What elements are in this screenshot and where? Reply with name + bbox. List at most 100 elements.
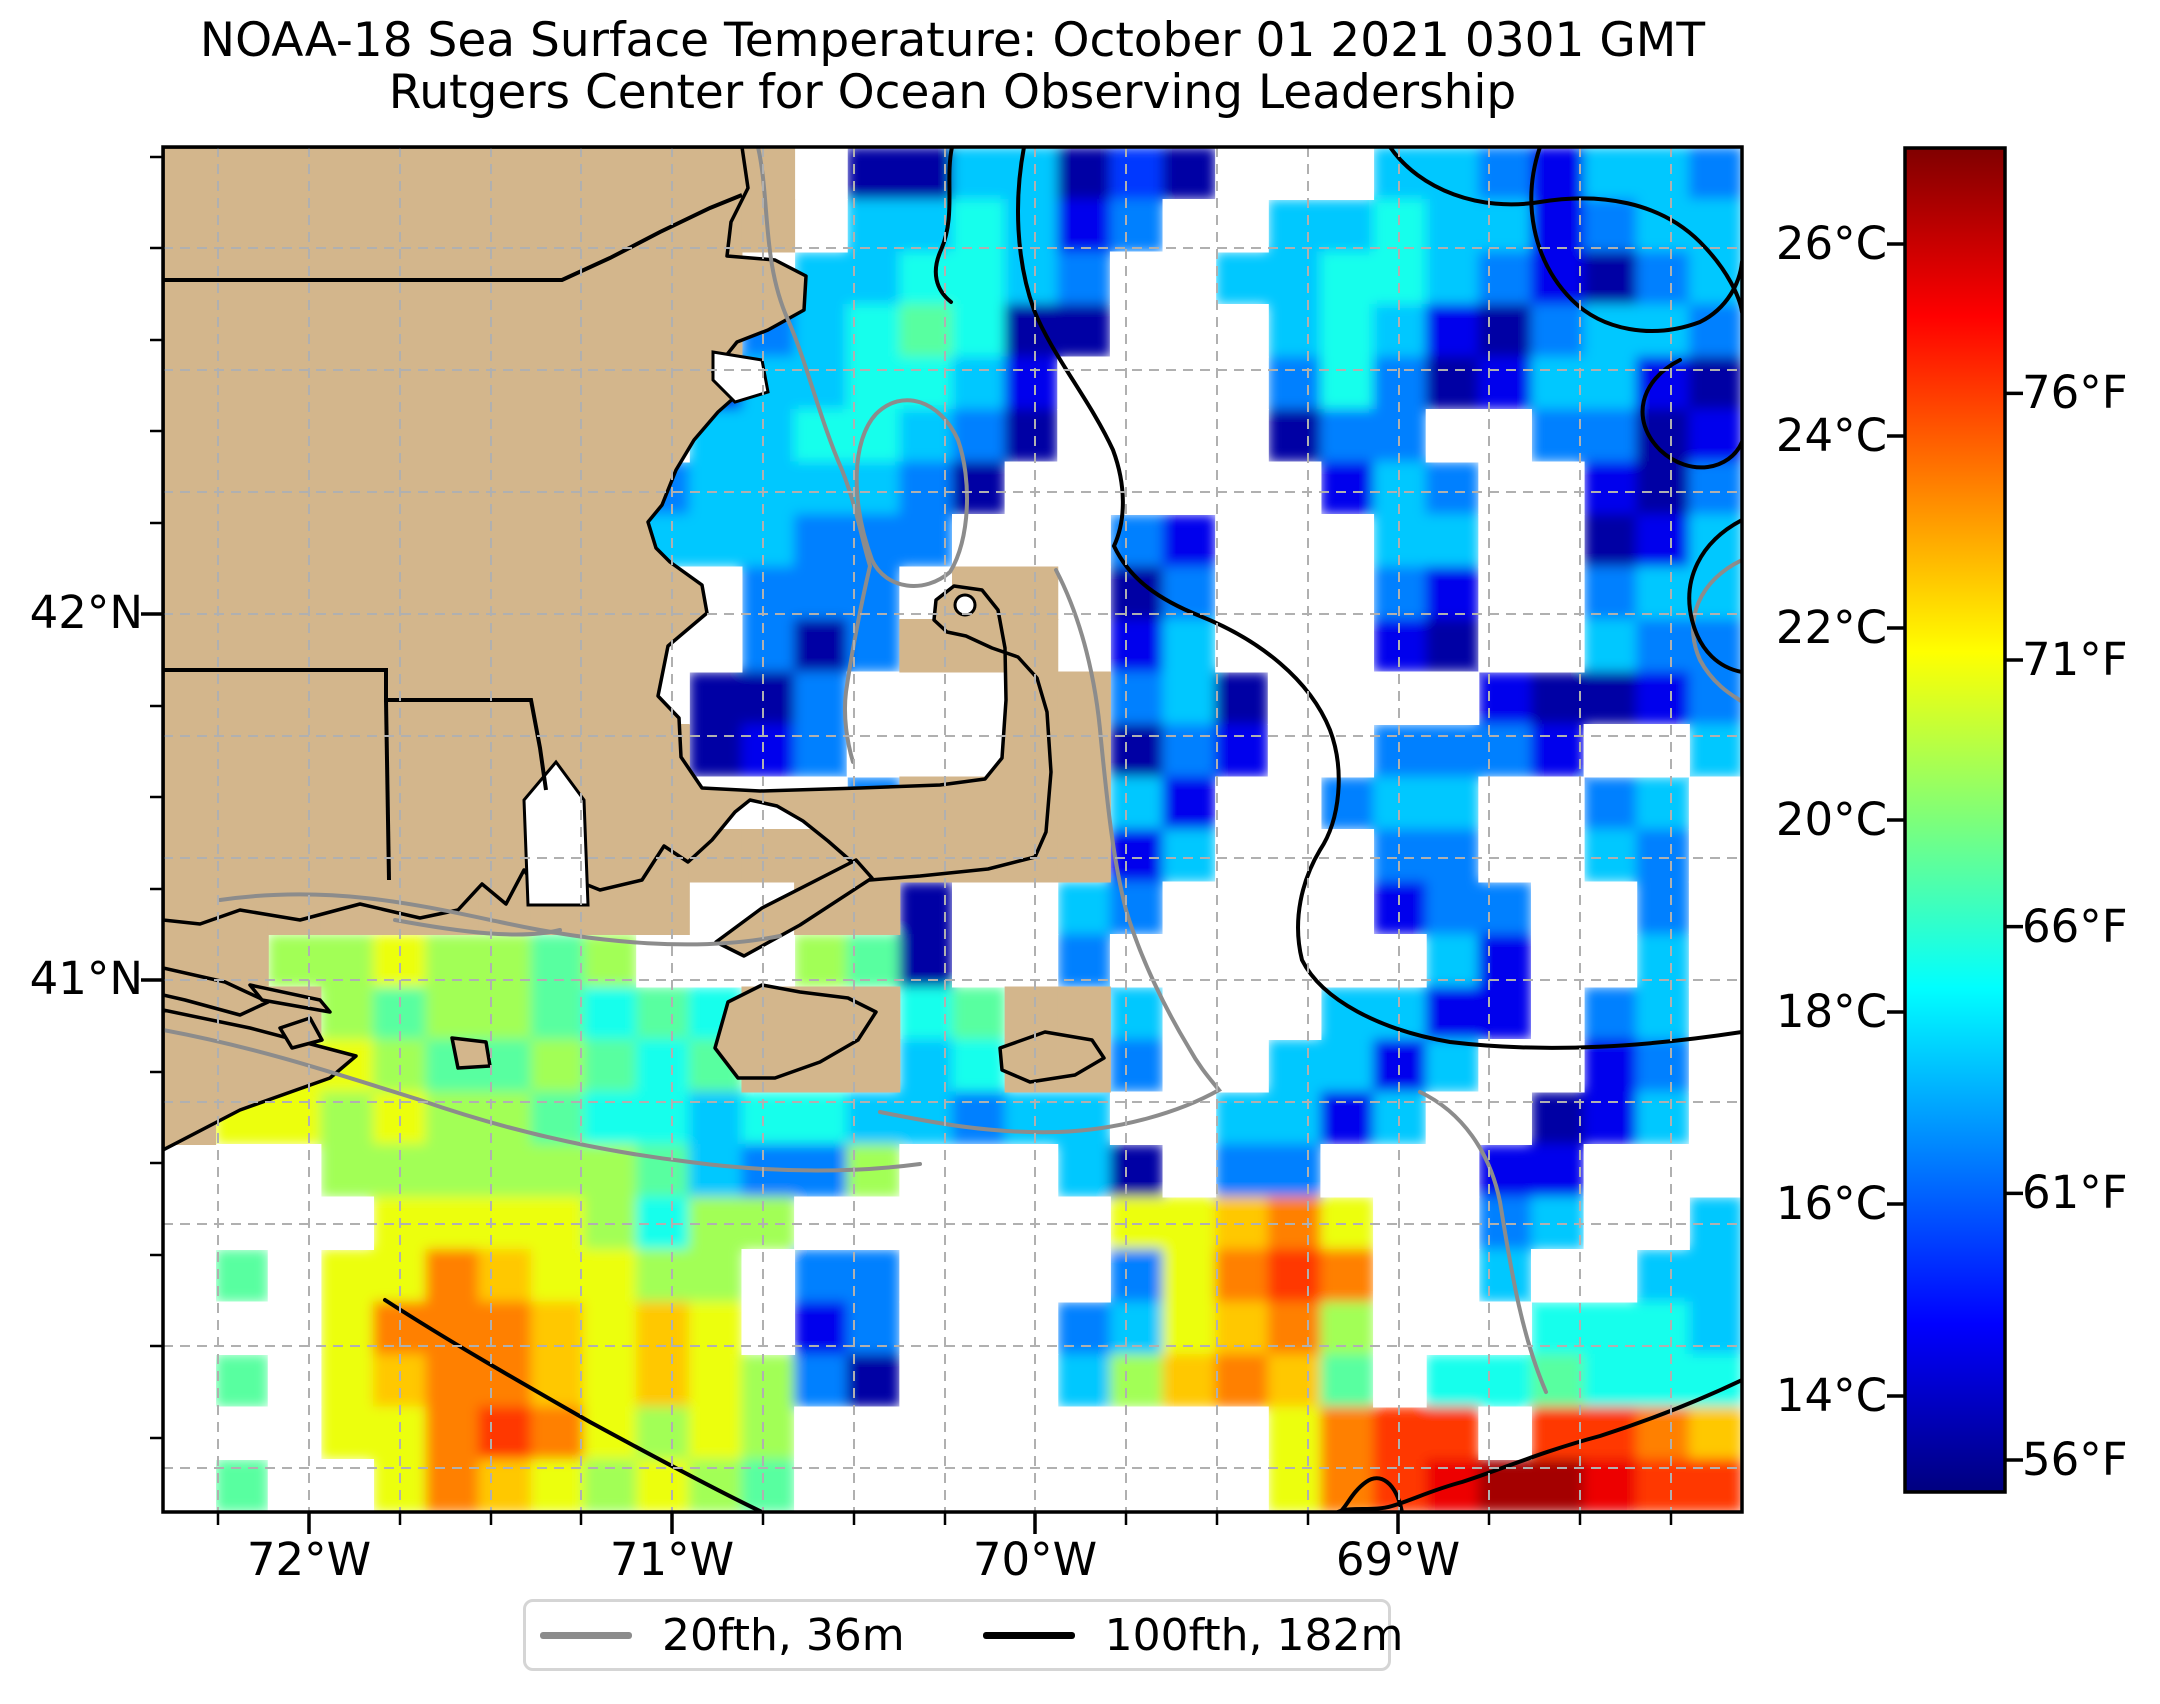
sst-cell	[1636, 566, 1690, 620]
map-border	[161, 145, 1744, 1514]
cbar-label-14c: 14°C	[1775, 1369, 1887, 1422]
sst-cell	[425, 986, 480, 1040]
sst-cell	[1057, 304, 1111, 358]
cloud-cell	[1320, 934, 1375, 988]
sst-cell	[320, 1301, 375, 1355]
sst-cell	[1109, 147, 1164, 200]
sst-cell	[1478, 986, 1532, 1040]
cloud-cell	[267, 1354, 322, 1408]
cloud-cell	[1162, 881, 1217, 935]
cloud-cell	[1215, 304, 1269, 358]
cloud-cell	[1478, 461, 1532, 515]
sst-cell	[1636, 251, 1690, 305]
sst-cell	[1636, 881, 1690, 935]
land-cell	[741, 829, 796, 883]
sst-cell	[1425, 619, 1480, 673]
sst-cell	[1373, 881, 1427, 935]
sst-cell	[741, 409, 796, 463]
sst-cell	[425, 1249, 480, 1303]
cloud-cell	[320, 1196, 375, 1250]
sst-cell	[320, 1249, 375, 1303]
land-cell	[741, 147, 796, 200]
sst-cell	[1373, 1406, 1427, 1460]
sst-cell	[1215, 1091, 1269, 1145]
lon-tick-label-69w: 69°W	[1335, 1533, 1461, 1586]
cloud-cell	[1320, 671, 1375, 725]
sst-cell	[1425, 724, 1480, 778]
sst-cell	[1162, 671, 1217, 725]
cloud-cell	[1425, 1249, 1480, 1303]
sst-cell	[741, 1354, 796, 1408]
north-shore-20fth	[756, 147, 873, 764]
cloud-cell	[1530, 619, 1585, 673]
cbar-label-22c: 22°C	[1775, 601, 1887, 654]
cloud-cell	[1478, 829, 1532, 883]
cloud-cell	[1215, 147, 1269, 200]
sst-cell	[846, 1301, 901, 1355]
sst-cell	[1688, 1249, 1742, 1303]
sst-cell	[1583, 986, 1638, 1040]
cloud-cell	[1267, 724, 1322, 778]
cloud-cell	[952, 1354, 1006, 1408]
cloud-cell	[215, 1406, 269, 1460]
cloud-cell	[846, 1406, 901, 1460]
sst-cell	[846, 356, 901, 410]
cloud-cell	[1478, 566, 1532, 620]
cloud-cell	[1530, 881, 1585, 935]
sst-cell	[583, 1354, 638, 1408]
cloud-cell	[1478, 776, 1532, 830]
sst-cell	[846, 147, 901, 200]
cloud-cell	[741, 1249, 796, 1303]
sst-cell	[794, 461, 848, 515]
sst-cell	[1425, 829, 1480, 883]
cloud-cell	[1478, 1406, 1532, 1460]
sst-cell	[215, 1354, 269, 1408]
sst-cell	[1425, 199, 1480, 253]
cloud-cell	[1109, 1406, 1164, 1460]
sst-cell	[1109, 619, 1164, 673]
cloud-cell	[1057, 514, 1111, 568]
sst-cell	[741, 461, 796, 515]
marthas-vineyard	[713, 983, 878, 1080]
sst-cell	[1425, 934, 1480, 988]
sst-cell	[1109, 671, 1164, 725]
sst-cell	[530, 934, 585, 988]
land-cell	[846, 1039, 901, 1093]
cbar-label-26c: 26°C	[1775, 217, 1887, 270]
cloud-cell	[163, 1249, 217, 1303]
sst-cell	[1636, 934, 1690, 988]
sst-cell	[1583, 566, 1638, 620]
cloud-cell	[267, 1406, 322, 1460]
sst-cell	[1530, 671, 1585, 725]
cloud-cell	[267, 1301, 322, 1355]
cloud-cell	[1215, 829, 1269, 883]
legend-label-100fth: 100fth, 182m	[1104, 1609, 1404, 1661]
cloud-cell	[1320, 514, 1375, 568]
cloud-cell	[320, 1459, 375, 1512]
sst-cell	[530, 1249, 585, 1303]
sst-cell	[688, 1091, 743, 1145]
sst-field-layer	[215, 147, 1742, 1512]
sst-cell	[1425, 1406, 1480, 1460]
sst-cell	[1425, 251, 1480, 305]
cloud-cell	[1215, 1039, 1269, 1093]
shelf-edge-se-100fth	[1336, 1378, 1742, 1512]
cloud-cell	[1004, 1144, 1059, 1198]
sst-cell	[794, 1301, 848, 1355]
lon-tick-label-72w: 72°W	[246, 1533, 372, 1586]
shelf-edge-sw-100fth	[383, 1298, 764, 1512]
sst-cell	[320, 1406, 375, 1460]
sst-cell	[794, 1249, 848, 1303]
cloud-cell	[1267, 566, 1322, 620]
sst-cell	[478, 1144, 532, 1198]
bathymetry-100fth-layer	[383, 147, 1742, 1512]
cloud-cell	[1004, 1249, 1059, 1303]
sst-cell	[1530, 1144, 1585, 1198]
sst-cell	[530, 986, 585, 1040]
sst-cell	[1636, 1354, 1690, 1408]
sst-cell	[1636, 1091, 1690, 1145]
sst-cell	[1636, 514, 1690, 568]
sst-cell	[1267, 1091, 1322, 1145]
sst-cell	[1162, 829, 1217, 883]
sst-cell	[1530, 409, 1585, 463]
